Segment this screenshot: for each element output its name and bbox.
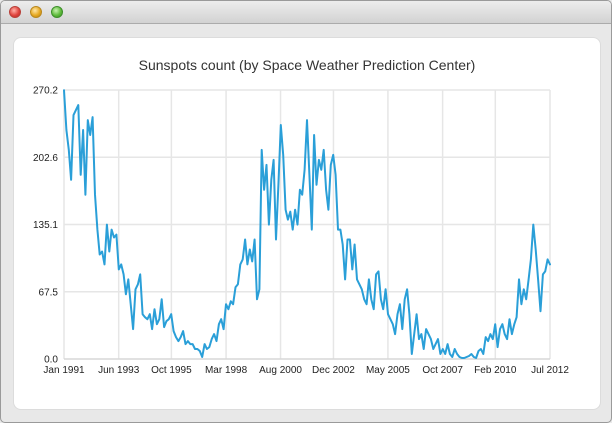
x-tick-label: Mar 1998: [205, 365, 248, 376]
y-tick-label: 135.1: [33, 220, 58, 231]
grid-lines: [63, 89, 551, 360]
y-tick-label: 270.2: [33, 86, 58, 97]
x-tick-label: May 2005: [366, 365, 410, 376]
x-axis-ticks: Jan 1991 Jun 1993 Oct 1995 Mar 1998 Aug 2000…: [43, 365, 569, 376]
minimize-window-button[interactable]: [30, 6, 42, 18]
chart-card: Sunspots count (by Space Weather Predict…: [14, 38, 600, 409]
x-tick-label: Oct 2007: [422, 365, 463, 376]
title-bar: [1, 1, 611, 24]
x-tick-label: Dec 2002: [312, 365, 355, 376]
x-tick-label: Jun 1993: [98, 365, 140, 376]
x-tick-label: Jan 1991: [43, 365, 85, 376]
y-axis-ticks: 270.2 202.6 135.1 67.5 0.0: [33, 86, 58, 366]
sunspots-line-chart: Sunspots count (by Space Weather Predict…: [33, 57, 569, 376]
x-tick-label: Aug 2000: [259, 365, 302, 376]
x-tick-label: Jul 2012: [531, 365, 569, 376]
close-window-button[interactable]: [9, 6, 21, 18]
x-tick-label: Oct 1995: [151, 365, 192, 376]
sunspots-series-line: [63, 89, 551, 359]
zoom-window-button[interactable]: [51, 6, 63, 18]
series-group: [63, 89, 551, 359]
y-tick-label: 0.0: [44, 355, 58, 366]
chart-title: Sunspots count (by Space Weather Predict…: [139, 57, 476, 73]
x-tick-label: Feb 2010: [474, 365, 517, 376]
y-tick-label: 202.6: [33, 153, 58, 164]
y-tick-label: 67.5: [39, 287, 59, 298]
